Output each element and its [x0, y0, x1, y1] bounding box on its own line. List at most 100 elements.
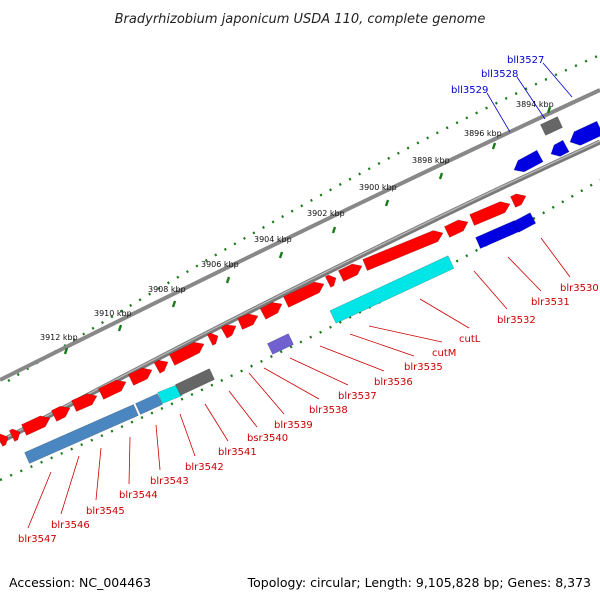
scale-tick-label: 3908 kbp — [148, 285, 186, 294]
forward-gene-arrow — [282, 281, 325, 308]
label-leader-line — [27, 471, 52, 529]
feature-backbone — [0, 88, 600, 382]
label-leader-line — [540, 237, 571, 278]
scale-major-tick — [438, 172, 444, 180]
forward-gene-arrow — [0, 433, 9, 447]
scale-tick-label: 3894 kbp — [516, 100, 554, 109]
inner-tick-track — [0, 178, 600, 482]
label-leader-line — [60, 455, 80, 515]
forward-gene-arrow — [469, 201, 511, 226]
label-leader-line — [128, 436, 131, 485]
gene-label: blr3547 — [18, 534, 57, 545]
label-leader-line — [486, 92, 511, 133]
forward-gene-arrow — [21, 415, 51, 436]
accession-text: Accession: NC_004463 — [9, 575, 151, 590]
label-leader-line — [228, 390, 258, 428]
gene-features — [0, 116, 600, 464]
gene-label: blr3532 — [497, 315, 536, 326]
scale-major-tick — [171, 300, 177, 308]
gene-label: blr3546 — [51, 520, 90, 531]
gene-label: blr3530 — [560, 283, 599, 294]
reverse-gene-box — [512, 212, 537, 233]
gene-label: bll3528 — [481, 69, 518, 80]
scale-major-tick — [278, 251, 284, 259]
gene-label: blr3542 — [185, 462, 224, 473]
scale-tick-label: 3912 kbp — [40, 333, 78, 342]
label-leader-line — [179, 413, 196, 457]
gene-label: blr3539 — [274, 420, 313, 431]
genome-summary-text: Topology: circular; Length: 9,105,828 bp… — [247, 575, 591, 590]
forward-gene-arrow — [127, 367, 153, 386]
forward-gene-arrow — [168, 341, 205, 366]
forward-gene-arrow — [362, 230, 444, 271]
gene-label: blr3537 — [338, 391, 377, 402]
scale-major-tick — [491, 142, 497, 150]
forward-gene-arrow — [206, 332, 219, 346]
gene-label: bll3527 — [507, 55, 544, 66]
scale-major-tick — [384, 199, 390, 207]
gene-label: bsr3540 — [247, 433, 288, 444]
forward-gene-arrow — [153, 359, 169, 374]
reverse-gene-arrow — [569, 120, 600, 146]
cds-gray-box — [539, 116, 563, 136]
scale-tick-label: 3906 kbp — [201, 260, 239, 269]
scale-tick-label: 3904 kbp — [254, 235, 292, 244]
map-title: Bradyrhizobium japonicum USDA 110, compl… — [115, 12, 486, 27]
label-leaders — [27, 62, 573, 529]
reverse-gene-box — [475, 220, 520, 249]
forward-gene-arrow — [259, 302, 283, 320]
scale-major-tick — [546, 106, 552, 114]
forward-gene-arrow — [510, 193, 527, 208]
scale-major-tick — [117, 324, 123, 332]
scale-tick-label: 3896 kbp — [464, 129, 502, 138]
label-leader-line — [155, 424, 161, 471]
reverse-gene-arrow — [513, 149, 544, 173]
scale-ticks: 3894 kbp 3896 kbp 3898 kbp 3900 kbp 3902 kbp… — [40, 100, 554, 355]
cds-teal-box — [329, 255, 455, 324]
cds-steel-box — [135, 393, 163, 415]
gene-label: blr3531 — [531, 297, 570, 308]
scale-tick-label: 3900 kbp — [359, 183, 397, 192]
forward-gene-arrow — [337, 263, 363, 282]
forward-gene-arrow — [220, 324, 237, 339]
gene-label: blr3543 — [150, 476, 189, 487]
cds-purple-box — [266, 333, 294, 355]
forward-gene-arrow — [71, 393, 98, 412]
label-leader-line — [473, 270, 508, 310]
scale-major-tick — [225, 276, 231, 284]
label-leader-line — [349, 333, 415, 357]
forward-gene-arrow — [97, 379, 127, 400]
gene-label: blr3535 — [404, 362, 443, 373]
label-leader-line — [204, 403, 229, 442]
scale-tick-label: 3910 kbp — [94, 309, 132, 318]
label-leader-line — [542, 62, 573, 98]
cds-steel-box — [24, 404, 139, 464]
label-leader-line — [95, 447, 102, 501]
label-leader-line — [507, 256, 542, 292]
scale-major-tick — [63, 347, 69, 355]
forward-gene-arrow — [324, 274, 337, 288]
gene-label: cutL — [459, 334, 481, 345]
scale-major-tick — [331, 226, 337, 234]
forward-gene-arrow — [237, 313, 259, 330]
label-leader-line — [263, 367, 320, 400]
gene-labels: bll3527 bll3528 bll3529 blr3530 blr3531 blr35… — [18, 55, 599, 545]
forward-gene-arrow — [443, 219, 469, 238]
cds-gray-box — [174, 368, 215, 396]
scale-tick-label: 3898 kbp — [412, 156, 450, 165]
label-leader-line — [319, 345, 385, 372]
label-leader-line — [289, 357, 349, 386]
gene-label: blr3544 — [119, 490, 158, 501]
label-leader-line — [516, 76, 546, 120]
forward-gene-arrow — [50, 405, 71, 422]
gene-label: cutM — [432, 348, 456, 359]
gene-label: blr3545 — [86, 506, 125, 517]
label-leader-line — [248, 372, 285, 415]
forward-gene-arrow — [8, 428, 21, 442]
gene-label: bll3529 — [451, 85, 488, 96]
label-leader-line — [419, 298, 470, 329]
gene-label: blr3538 — [309, 405, 348, 416]
gene-label: blr3536 — [374, 377, 413, 388]
scale-tick-label: 3902 kbp — [307, 209, 345, 218]
